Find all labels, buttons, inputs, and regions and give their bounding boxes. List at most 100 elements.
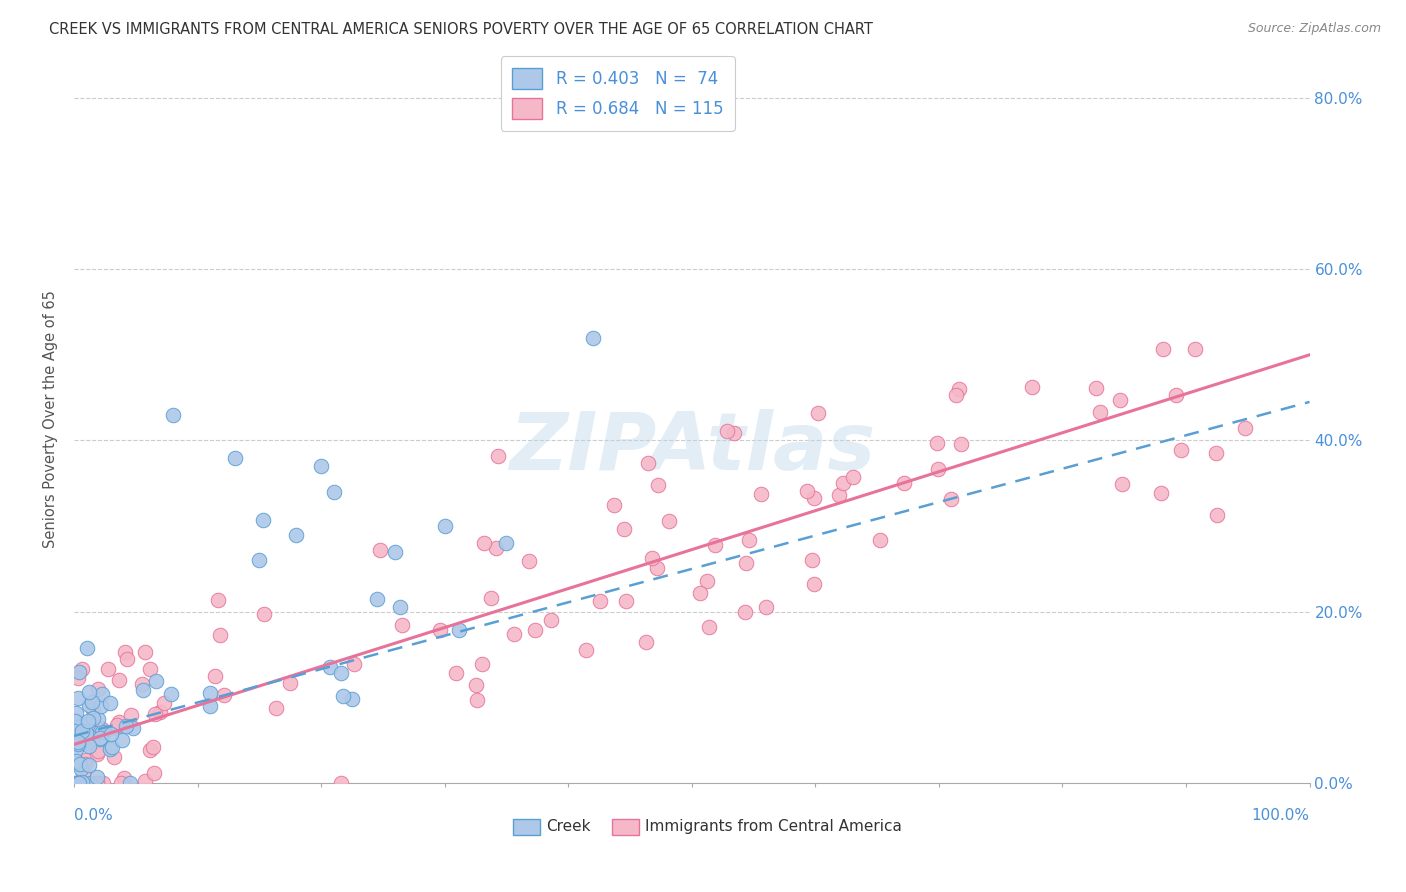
Point — [98, 742, 121, 756]
Point — [86, 747, 108, 762]
Point — [153, 696, 176, 710]
Point — [75, 753, 97, 767]
Point — [145, 673, 167, 688]
Point — [1184, 343, 1206, 357]
Point — [278, 676, 301, 690]
Point — [945, 388, 967, 402]
Point — [83, 776, 105, 790]
Point — [1164, 387, 1187, 401]
Point — [114, 645, 136, 659]
Point — [139, 662, 162, 676]
Point — [247, 553, 270, 567]
Point — [828, 488, 851, 502]
Point — [582, 331, 605, 345]
Point — [754, 600, 776, 615]
Point — [90, 699, 112, 714]
Point — [110, 732, 132, 747]
Point — [1109, 393, 1132, 408]
Point — [613, 522, 636, 536]
Point — [329, 776, 352, 790]
Point — [105, 718, 128, 732]
Point — [807, 406, 830, 420]
Point — [749, 486, 772, 500]
Point — [948, 382, 970, 396]
FancyBboxPatch shape — [513, 820, 540, 835]
Point — [589, 594, 612, 608]
Point — [142, 766, 165, 780]
Point — [696, 574, 718, 589]
Point — [80, 695, 103, 709]
Point — [63, 776, 86, 790]
Text: 100.0%: 100.0% — [1251, 808, 1309, 823]
Point — [143, 707, 166, 722]
Point — [82, 711, 104, 725]
Point — [486, 449, 509, 463]
Point — [75, 725, 97, 739]
Point — [65, 741, 87, 756]
Point — [198, 698, 221, 713]
Point — [831, 475, 853, 490]
Point — [105, 721, 128, 735]
Point — [97, 662, 120, 676]
Point — [75, 757, 97, 772]
Point — [77, 758, 100, 772]
Text: CREEK VS IMMIGRANTS FROM CENTRAL AMERICA SENIORS POVERTY OVER THE AGE OF 65 CORR: CREEK VS IMMIGRANTS FROM CENTRAL AMERICA… — [49, 22, 873, 37]
Point — [70, 724, 93, 739]
Point — [103, 750, 125, 764]
Point — [67, 665, 90, 680]
Point — [149, 705, 172, 719]
Point — [433, 519, 456, 533]
Point — [1170, 442, 1192, 457]
Point — [75, 726, 97, 740]
Point — [198, 686, 221, 700]
Point — [139, 743, 162, 757]
Point — [1021, 380, 1043, 394]
Point — [73, 730, 96, 744]
Point — [1111, 476, 1133, 491]
Point — [108, 715, 131, 730]
Point — [98, 696, 121, 710]
Point — [1206, 508, 1229, 522]
Point — [524, 623, 547, 637]
Point — [134, 645, 156, 659]
Point — [89, 732, 111, 747]
Point — [796, 484, 818, 499]
Point — [77, 729, 100, 743]
Text: Source: ZipAtlas.com: Source: ZipAtlas.com — [1247, 22, 1381, 36]
Point — [723, 426, 745, 441]
Point — [131, 683, 153, 698]
Point — [1152, 343, 1174, 357]
Point — [647, 561, 669, 575]
Point — [108, 673, 131, 688]
Point — [209, 627, 232, 641]
Point — [70, 662, 93, 676]
Point — [115, 652, 138, 666]
Y-axis label: Seniors Poverty Over the Age of 65: Seniors Poverty Over the Age of 65 — [44, 290, 58, 548]
Point — [446, 666, 468, 681]
Point — [77, 739, 100, 753]
Point — [67, 776, 90, 790]
Point — [332, 689, 354, 703]
Point — [63, 723, 86, 738]
Point — [67, 690, 90, 705]
Text: Creek: Creek — [546, 819, 591, 834]
Point — [447, 624, 470, 638]
Point — [927, 461, 949, 475]
Point — [118, 776, 141, 790]
Point — [470, 657, 492, 672]
Point — [925, 435, 948, 450]
Point — [252, 513, 274, 527]
Point — [204, 669, 226, 683]
Point — [370, 543, 392, 558]
Point — [122, 721, 145, 735]
Point — [66, 731, 89, 745]
Point — [90, 722, 112, 736]
Point — [69, 756, 91, 771]
Point — [801, 553, 824, 567]
Point — [86, 744, 108, 758]
Point — [465, 693, 488, 707]
Point — [1205, 445, 1227, 459]
Point — [1234, 421, 1257, 435]
Point — [517, 554, 540, 568]
Point — [70, 732, 93, 747]
